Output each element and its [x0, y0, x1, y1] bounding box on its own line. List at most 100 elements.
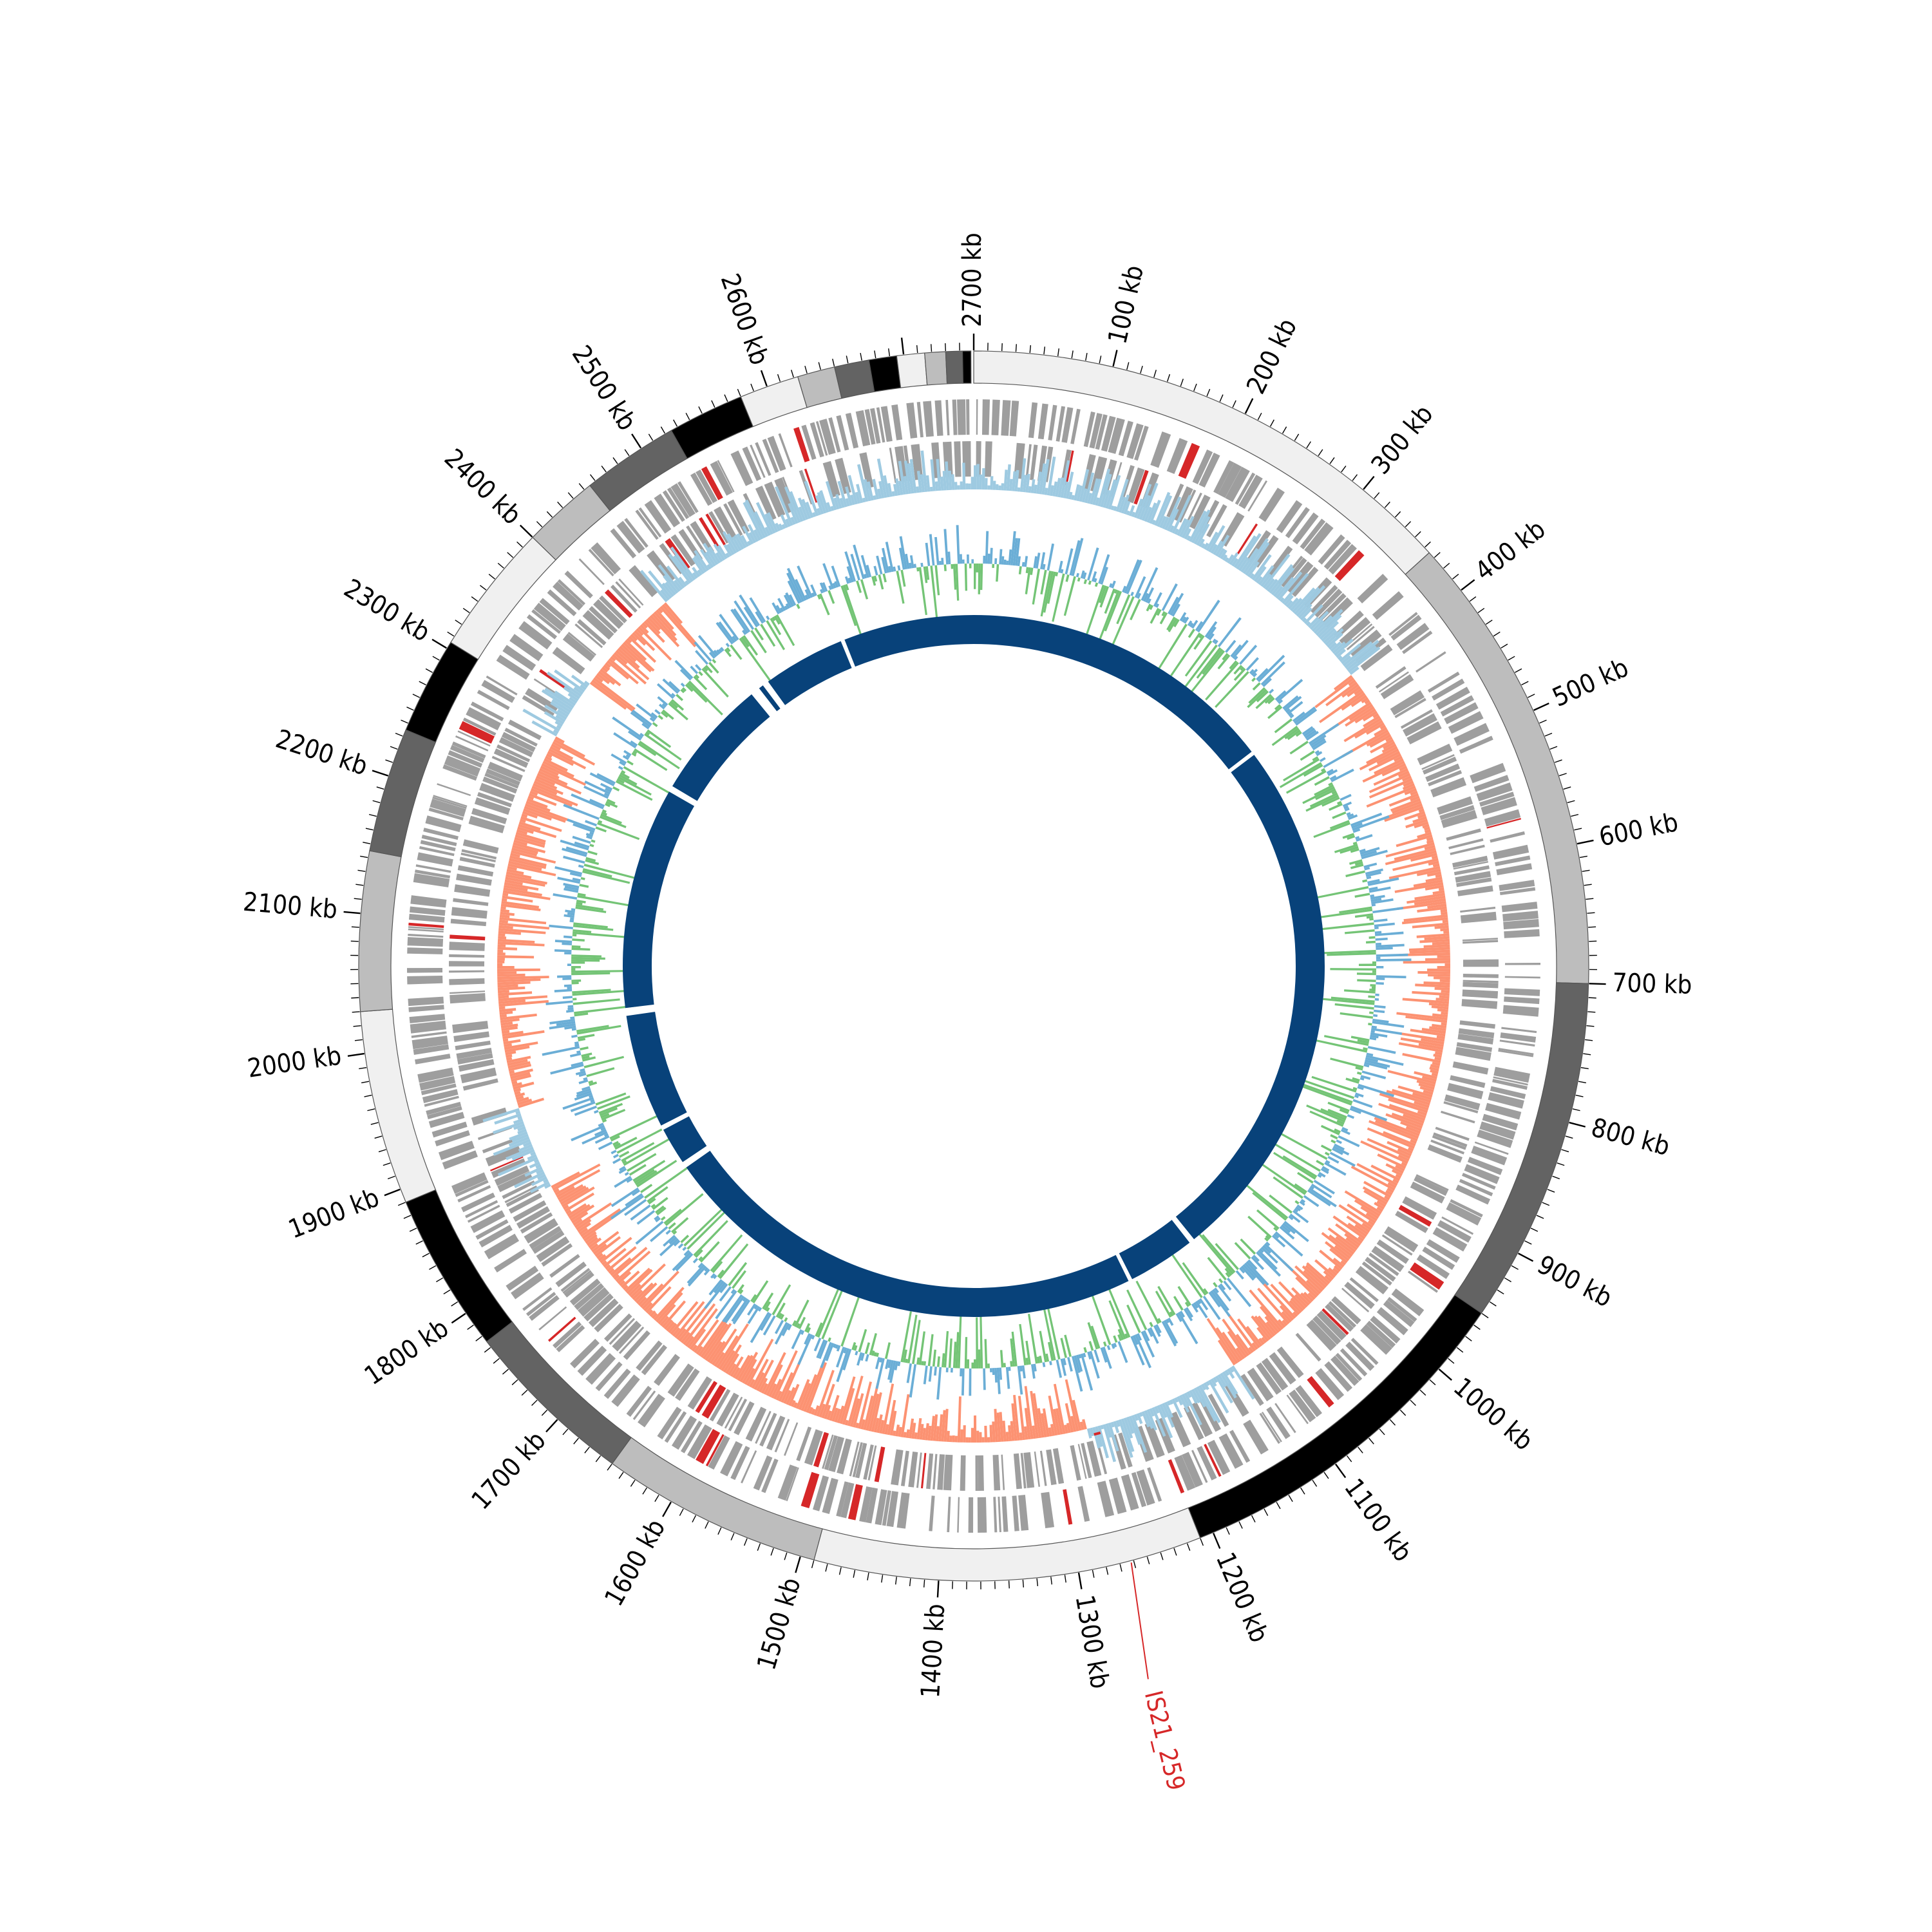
- gc-skew-bar: [1352, 1077, 1360, 1082]
- gc-content-bar: [636, 1282, 658, 1304]
- gc-skew-bar: [1233, 656, 1238, 661]
- gc-skew-bar: [1376, 943, 1405, 948]
- gene-feature: [504, 1185, 538, 1204]
- gene-feature: [518, 621, 553, 650]
- gc-skew-bar: [624, 1171, 629, 1176]
- gc-skew-bar: [1238, 1267, 1245, 1274]
- gc-skew-bar: [570, 917, 574, 920]
- gc-skew-bar: [682, 1246, 687, 1251]
- gc-skew-bar: [739, 1289, 744, 1294]
- gc-content-bar: [856, 484, 864, 504]
- minor-tick: [516, 541, 523, 548]
- gene-feature: [570, 1338, 600, 1368]
- gene-feature: [496, 744, 531, 762]
- gene-feature: [1461, 999, 1498, 1009]
- gc-skew-bar: [722, 1294, 743, 1323]
- gc-skew-bar: [1303, 728, 1316, 737]
- gc-skew-bar: [866, 564, 872, 578]
- gene-feature: [583, 1293, 614, 1321]
- gc-skew-bar: [1334, 844, 1358, 853]
- gc-content-bar: [755, 502, 773, 535]
- gc-content-bar: [1251, 554, 1272, 581]
- gc-content-bar: [630, 634, 638, 641]
- gc-content-bar: [1226, 554, 1235, 564]
- gc-skew-bar: [1042, 564, 1046, 570]
- gc-content-bar: [1227, 1331, 1247, 1358]
- gc-content-bar: [855, 491, 861, 504]
- gene-feature: [891, 1449, 904, 1486]
- gc-skew-bar: [1350, 1105, 1388, 1122]
- minor-tick: [811, 1560, 815, 1568]
- gc-content-bar: [672, 1327, 681, 1337]
- gene-feature: [560, 1267, 591, 1293]
- gc-skew-bar: [719, 614, 739, 641]
- gc-content-bar: [987, 485, 990, 490]
- minor-tick: [1501, 643, 1508, 649]
- gc-skew-bar: [573, 929, 592, 933]
- kb-tick-label: 1000 kb: [1448, 1372, 1539, 1457]
- gc-content-bar: [576, 1218, 592, 1231]
- gc-skew-bar: [1036, 1356, 1041, 1364]
- gc-content-bar: [520, 816, 562, 832]
- gc-skew-bar: [715, 649, 721, 655]
- gene-feature: [716, 1392, 739, 1427]
- gc-skew-bar: [925, 542, 931, 567]
- gc-content-bar: [493, 1139, 531, 1156]
- gc-content-bar: [1432, 863, 1440, 867]
- gc-content-bar: [1290, 1297, 1304, 1312]
- gc-content-bar: [855, 1422, 860, 1428]
- gc-skew-bar: [1348, 814, 1358, 820]
- gc-skew-bar: [992, 564, 995, 568]
- gc-skew-bar: [844, 576, 849, 584]
- gc-skew-bar: [713, 1280, 724, 1294]
- gc-skew-bar: [1024, 556, 1028, 567]
- gc-skew-bar: [1296, 1081, 1353, 1104]
- gc-skew-bar: [762, 1315, 776, 1336]
- gc-content-bar: [920, 474, 925, 493]
- gene-feature: [1266, 1406, 1291, 1439]
- gc-content-bar: [935, 1426, 940, 1441]
- gene-feature: [430, 799, 466, 817]
- gc-content-bar: [725, 1353, 740, 1374]
- gene-feature: [845, 412, 859, 449]
- minor-tick: [777, 374, 781, 382]
- gc-content-bar: [1302, 617, 1307, 623]
- gc-content-bar: [1256, 1327, 1269, 1342]
- gc-skew-bar: [564, 952, 572, 955]
- gene-feature: [1183, 1405, 1204, 1441]
- gc-skew-bar: [1369, 989, 1376, 992]
- gene-feature: [1490, 831, 1525, 843]
- gc-skew-bar: [1036, 553, 1041, 569]
- gc-content-bar: [569, 1204, 595, 1222]
- gc-skew-bar: [885, 1359, 889, 1370]
- gc-skew-bar: [800, 1330, 805, 1335]
- gc-skew-bar: [1017, 1365, 1023, 1395]
- gene-feature: [1181, 1452, 1203, 1488]
- gc-content-bar: [1191, 509, 1211, 544]
- gc-skew-bar: [571, 1028, 576, 1031]
- gene-feature: [536, 1236, 570, 1262]
- gene-feature: [764, 481, 786, 518]
- gc-content-bar: [954, 482, 958, 490]
- gc-content-bar: [821, 1383, 835, 1419]
- gc-skew-bar: [564, 886, 579, 891]
- gc-skew-bar: [563, 855, 585, 864]
- minor-tick: [536, 521, 543, 527]
- gc-skew-bar: [1320, 1124, 1340, 1135]
- gc-content-bar: [1425, 876, 1443, 883]
- gc-content-bar: [509, 855, 547, 867]
- gc-content-bar: [497, 955, 535, 959]
- gc-skew-bar: [779, 607, 784, 612]
- gene-feature: [409, 1014, 446, 1023]
- gc-skew-bar: [797, 1334, 813, 1365]
- major-tick: [372, 770, 389, 777]
- gene-feature: [417, 1067, 454, 1083]
- gc-content-bar: [992, 480, 996, 490]
- gc-skew-bar: [1182, 644, 1218, 691]
- gc-skew-bar: [1279, 1226, 1295, 1240]
- gc-skew-bar: [784, 605, 788, 611]
- gc-skew-bar: [1364, 1061, 1388, 1070]
- minor-tick: [1465, 1336, 1472, 1341]
- gc-content-bar: [1224, 1370, 1230, 1376]
- gc-content-bar: [871, 1392, 882, 1432]
